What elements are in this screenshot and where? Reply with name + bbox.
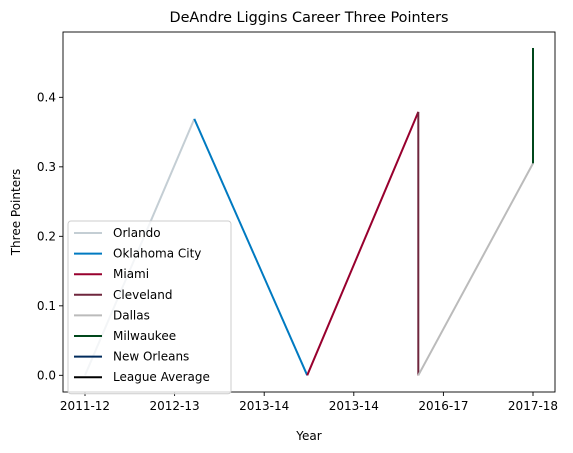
y-tick-label: 0.1 <box>37 299 56 313</box>
x-tick-label: 2013-14 <box>239 399 289 413</box>
y-tick-label: 0.3 <box>37 160 56 174</box>
plot-frame <box>62 31 556 393</box>
series-line-dallas <box>417 162 534 376</box>
legend-label: League Average <box>113 370 210 384</box>
chart-title: DeAndre Liggins Career Three Pointers <box>170 10 449 26</box>
y-axis-ticks: 0.0 0.1 0.2 0.3 0.4 <box>37 90 63 382</box>
series-line-oklahoma-city <box>193 118 309 376</box>
x-tick-label: 2017-18 <box>508 399 558 413</box>
legend-box <box>67 220 232 395</box>
legend-label: Dallas <box>113 308 150 322</box>
legend-label: New Orleans <box>113 350 189 364</box>
legend-label: Orlando <box>113 226 161 240</box>
y-tick-label: 0.2 <box>37 229 56 243</box>
x-tick-label: 2011-12 <box>60 399 110 413</box>
legend: Orlando Oklahoma City Miami Cleveland Dallas… <box>67 220 232 395</box>
plot-lines <box>84 47 534 376</box>
series-line-miami <box>306 111 420 376</box>
legend-label: Miami <box>113 267 149 281</box>
y-tick-label: 0.0 <box>37 368 56 382</box>
legend-label: Milwaukee <box>113 329 176 343</box>
y-axis-label: Three Pointers <box>9 169 23 257</box>
x-tick-label: 2016-17 <box>418 399 468 413</box>
legend-label: Cleveland <box>113 288 173 302</box>
x-tick-label: 2013-14 <box>329 399 379 413</box>
x-tick-label: 2012-13 <box>150 399 200 413</box>
x-axis-ticks: 2011-12 2012-13 2013-14 2013-14 2016-17 2017-… <box>60 392 558 413</box>
x-axis-label: Year <box>295 429 321 443</box>
y-tick-label: 0.4 <box>37 90 56 104</box>
legend-label: Oklahoma City <box>113 247 201 261</box>
